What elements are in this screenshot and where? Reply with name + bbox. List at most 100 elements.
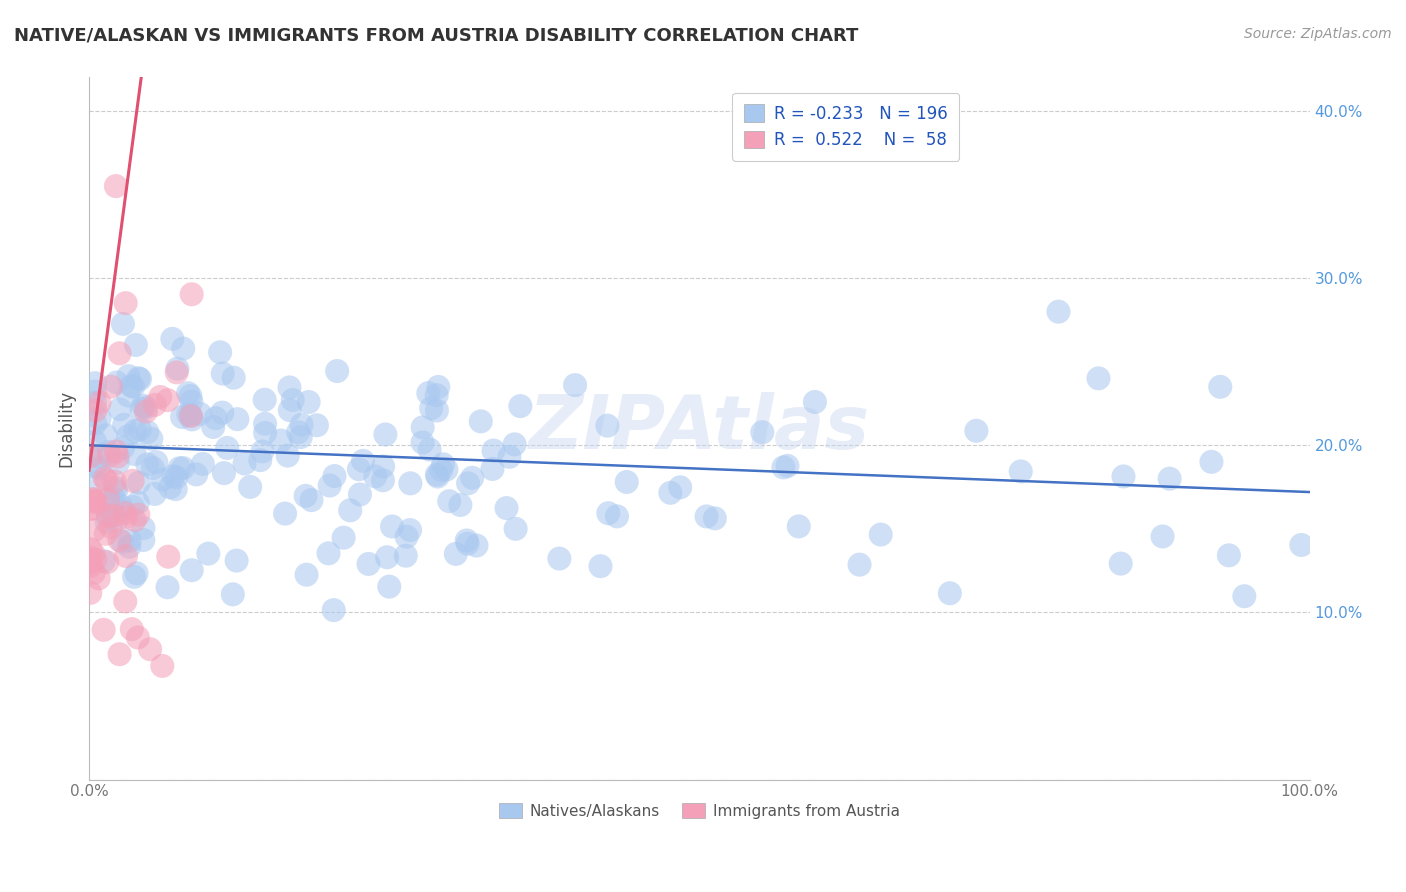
Point <box>180 412 202 426</box>
Point <box>1010 464 1032 478</box>
Point <box>79 554 101 568</box>
Point <box>79 586 101 600</box>
Point <box>83 566 105 580</box>
Point <box>211 406 233 420</box>
Point <box>121 622 143 636</box>
Point <box>375 550 398 565</box>
Point <box>211 367 233 381</box>
Point <box>352 454 374 468</box>
Point <box>180 394 202 409</box>
Point <box>122 379 145 393</box>
Point <box>125 566 148 581</box>
Point <box>222 370 245 384</box>
Point <box>381 519 404 533</box>
Point <box>101 507 124 521</box>
Point <box>145 455 167 469</box>
Point <box>430 463 453 477</box>
Point <box>436 462 458 476</box>
Point <box>326 364 349 378</box>
Point <box>104 481 127 495</box>
Point <box>128 423 150 437</box>
Point <box>79 502 101 516</box>
Point <box>432 458 454 472</box>
Point <box>252 444 274 458</box>
Point <box>115 549 138 563</box>
Point <box>412 420 434 434</box>
Point <box>100 520 122 534</box>
Point <box>132 521 155 535</box>
Point <box>118 533 141 548</box>
Text: NATIVE/ALASKAN VS IMMIGRANTS FROM AUSTRIA DISABILITY CORRELATION CHART: NATIVE/ALASKAN VS IMMIGRANTS FROM AUSTRI… <box>14 27 859 45</box>
Point <box>939 586 962 600</box>
Point <box>669 480 692 494</box>
Point <box>96 555 118 569</box>
Point <box>97 492 120 507</box>
Point <box>347 462 370 476</box>
Point <box>457 476 479 491</box>
Point <box>93 554 115 568</box>
Point <box>776 458 799 473</box>
Point <box>270 434 292 448</box>
Point <box>696 509 718 524</box>
Point <box>135 404 157 418</box>
Point <box>1159 472 1181 486</box>
Point <box>419 442 441 457</box>
Point <box>139 642 162 657</box>
Point <box>121 474 143 488</box>
Point <box>172 461 194 475</box>
Point <box>439 494 461 508</box>
Point <box>197 547 219 561</box>
Point <box>399 523 422 537</box>
Point <box>84 376 107 391</box>
Point <box>449 498 471 512</box>
Point <box>305 418 328 433</box>
Point <box>294 489 316 503</box>
Point <box>274 507 297 521</box>
Point <box>374 427 396 442</box>
Point <box>177 407 200 421</box>
Point <box>357 557 380 571</box>
Point <box>107 450 129 464</box>
Point <box>287 425 309 440</box>
Point <box>616 475 638 489</box>
Point <box>395 549 418 563</box>
Point <box>378 580 401 594</box>
Point <box>136 458 159 472</box>
Point <box>108 346 131 360</box>
Point <box>1218 549 1240 563</box>
Point <box>166 365 188 379</box>
Point <box>420 401 443 416</box>
Point <box>83 495 105 509</box>
Point <box>869 527 891 541</box>
Point <box>127 495 149 509</box>
Point <box>606 509 628 524</box>
Point <box>217 441 239 455</box>
Point <box>191 457 214 471</box>
Point <box>503 437 526 451</box>
Point <box>1112 469 1135 483</box>
Point <box>1087 371 1109 385</box>
Point <box>111 317 134 331</box>
Point <box>1047 304 1070 318</box>
Point <box>226 412 249 426</box>
Point <box>426 469 449 483</box>
Point <box>108 533 131 547</box>
Point <box>222 587 245 601</box>
Point <box>209 345 232 359</box>
Point <box>89 396 111 410</box>
Point <box>165 470 187 484</box>
Point <box>84 417 107 431</box>
Point <box>150 659 173 673</box>
Point <box>97 509 120 524</box>
Point <box>157 549 180 564</box>
Point <box>84 434 107 449</box>
Point <box>127 631 149 645</box>
Point <box>339 503 361 517</box>
Point <box>89 411 111 425</box>
Point <box>156 580 179 594</box>
Point <box>125 338 148 352</box>
Point <box>505 522 527 536</box>
Point <box>295 567 318 582</box>
Point <box>114 510 136 524</box>
Point <box>1291 538 1313 552</box>
